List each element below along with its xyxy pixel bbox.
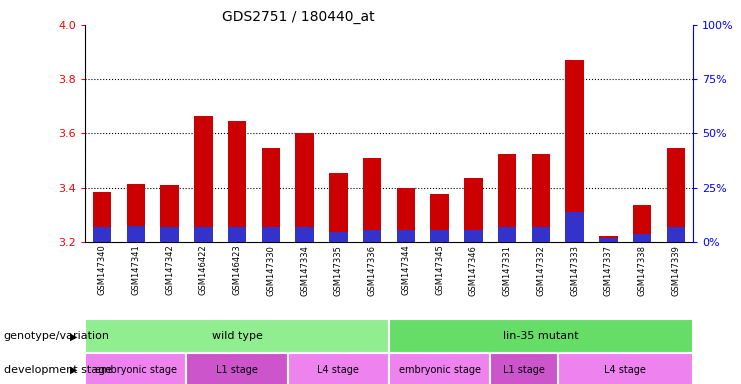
Bar [127,226,145,242]
Text: L1 stage: L1 stage [503,365,545,375]
Text: ▶: ▶ [70,331,78,341]
Bar [160,185,179,242]
Bar [558,353,693,384]
Bar [396,230,415,242]
Text: GDS2751 / 180440_at: GDS2751 / 180440_at [222,10,375,23]
Bar [93,227,111,242]
Text: wild type: wild type [212,331,262,341]
Text: L4 stage: L4 stage [605,365,646,375]
Bar [296,227,314,242]
Text: L4 stage: L4 stage [317,365,359,375]
Bar [363,230,382,242]
Bar [464,230,482,242]
Bar [85,353,187,384]
Bar [431,230,449,242]
Bar [160,227,179,242]
Bar [599,238,618,242]
Bar [127,184,145,242]
Bar [599,237,618,242]
Bar [93,192,111,242]
Bar [389,353,491,384]
Bar [227,227,247,242]
Bar [288,353,389,384]
Text: embryonic stage: embryonic stage [399,365,481,375]
Bar [464,178,482,242]
Bar [498,227,516,242]
Bar [431,194,449,242]
Bar [633,205,651,242]
Bar [363,158,382,242]
Text: lin-35 mutant: lin-35 mutant [503,331,579,341]
Bar [194,116,213,242]
Bar [329,232,348,242]
Bar [296,134,314,242]
Text: embryonic stage: embryonic stage [95,365,177,375]
Bar [262,148,280,242]
Bar [187,353,288,384]
Bar [396,188,415,242]
Bar [565,60,584,242]
Bar [667,148,685,242]
Bar [531,227,551,242]
Text: ▶: ▶ [70,365,78,375]
Bar [498,154,516,242]
Bar [531,154,551,242]
Bar [329,173,348,242]
Bar [667,227,685,242]
Text: development stage: development stage [4,365,112,375]
Text: genotype/variation: genotype/variation [4,331,110,341]
Bar [227,121,247,242]
Bar [85,319,389,353]
Bar [565,212,584,242]
Bar [389,319,693,353]
Bar [633,234,651,242]
Bar [491,353,558,384]
Text: L1 stage: L1 stage [216,365,258,375]
Bar [194,227,213,242]
Bar [262,227,280,242]
